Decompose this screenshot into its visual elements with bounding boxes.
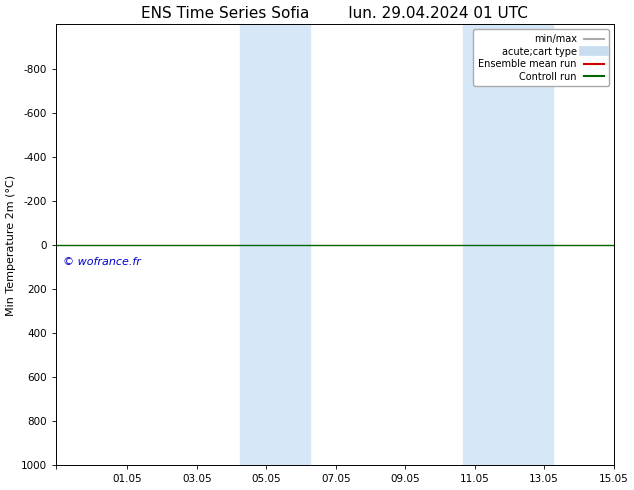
Legend: min/max, acute;cart type, Ensemble mean run, Controll run: min/max, acute;cart type, Ensemble mean …	[473, 29, 609, 86]
Bar	[240, 24, 310, 465]
Text: © wofrance.fr: © wofrance.fr	[63, 257, 141, 267]
Y-axis label: Min Temperature 2m (°C): Min Temperature 2m (°C)	[6, 174, 16, 316]
Title: ENS Time Series Sofia        lun. 29.04.2024 01 UTC: ENS Time Series Sofia lun. 29.04.2024 01…	[141, 5, 528, 21]
Bar	[463, 24, 553, 465]
